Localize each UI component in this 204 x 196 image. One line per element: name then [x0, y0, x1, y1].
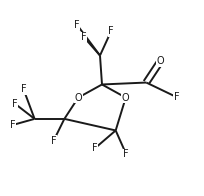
Text: F: F — [174, 92, 179, 102]
Text: F: F — [74, 20, 80, 30]
Text: F: F — [81, 32, 87, 42]
Text: F: F — [21, 84, 26, 94]
Text: F: F — [12, 99, 18, 109]
Text: F: F — [108, 26, 114, 36]
Text: O: O — [74, 93, 82, 103]
Text: O: O — [156, 56, 164, 66]
Text: F: F — [92, 143, 98, 153]
Text: F: F — [123, 149, 129, 159]
Text: F: F — [10, 120, 15, 130]
Text: O: O — [122, 93, 130, 103]
Text: F: F — [51, 135, 57, 145]
